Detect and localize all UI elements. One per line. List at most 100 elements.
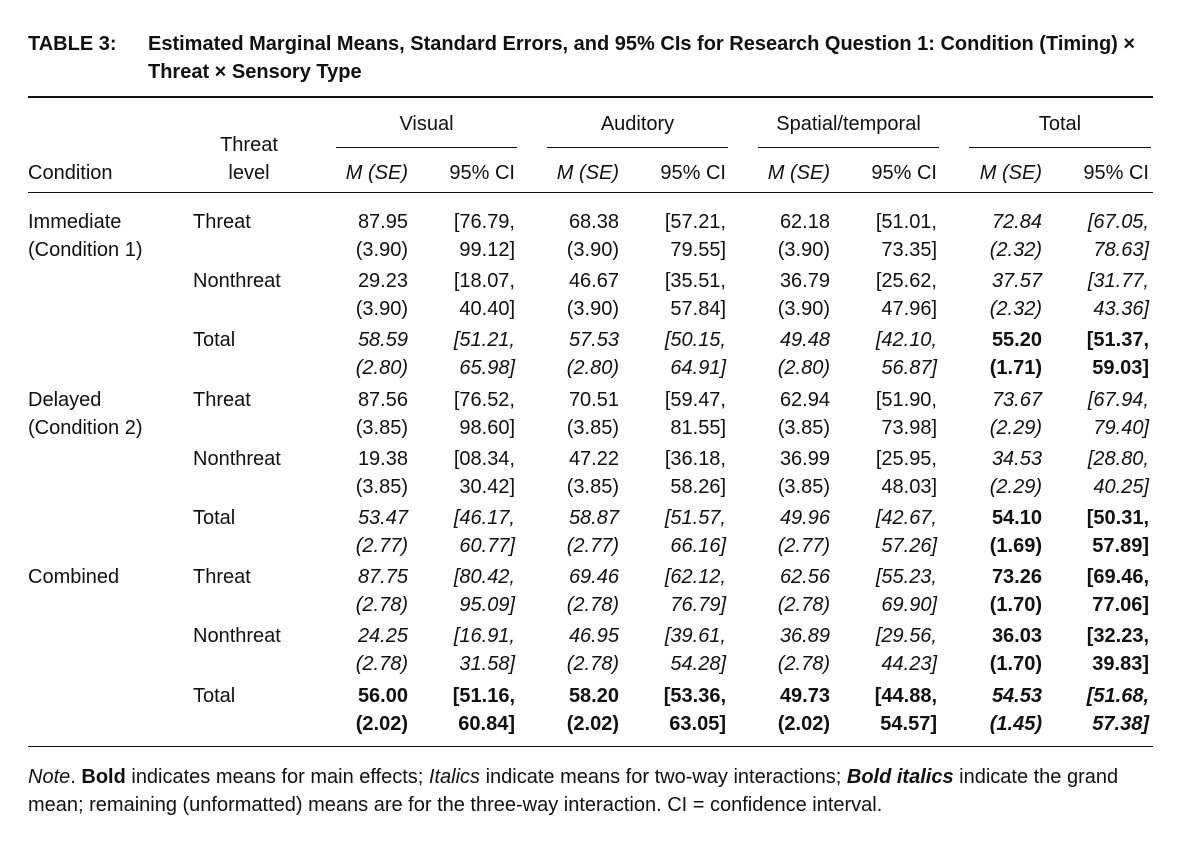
cell-ci-low: [50.31, (1086, 507, 1149, 529)
cell-mean: 54.53 (991, 685, 1042, 707)
cell-mean: 62.18 (779, 211, 830, 233)
cell-ci-high: 57.38] (1092, 713, 1149, 735)
group-underline-2 (758, 147, 939, 148)
cell-ci-high: 47.96] (881, 298, 937, 320)
cell-ci-high: 79.55] (670, 239, 726, 261)
cell-ci-high: 95.09] (459, 594, 515, 616)
table-title: Estimated Marginal Means, Standard Error… (148, 33, 1136, 83)
col-header-ci-3: 95% CI (1083, 162, 1149, 184)
cell-ci-low: [08.34, (453, 448, 515, 470)
cell-ci-high: 54.28] (670, 653, 726, 675)
col-header-ci-2: 95% CI (871, 162, 937, 184)
cell-ci-high: 73.35] (881, 239, 937, 261)
condition-label: (Condition 2) (28, 417, 143, 439)
cell-ci-low: [31.77, (1087, 270, 1149, 292)
cell-se: (3.85) (566, 476, 619, 498)
cell-mean: 58.87 (568, 507, 619, 529)
cell-ci-high: 78.63] (1093, 239, 1149, 261)
cell-mean: 72.84 (991, 211, 1042, 233)
cell-se: (1.45) (989, 713, 1042, 735)
note-label: Note (28, 766, 71, 788)
cell-ci-high: 76.79] (670, 594, 726, 616)
cell-ci-low: [51.90, (875, 389, 937, 411)
cell-mean: 36.99 (779, 448, 830, 470)
cell-mean: 19.38 (357, 448, 408, 470)
cell-mean: 54.10 (991, 507, 1042, 529)
cell-ci-high: 43.36] (1093, 298, 1149, 320)
cell-ci-high: 65.98] (459, 357, 515, 379)
cell-se: (2.02) (355, 713, 408, 735)
cell-se: (3.85) (777, 476, 830, 498)
cell-ci-high: 56.87] (881, 357, 937, 379)
cell-mean: 49.73 (779, 685, 830, 707)
threat-level-label: Threat (193, 211, 251, 233)
cell-se: (2.80) (355, 357, 408, 379)
cell-ci-low: [42.67, (875, 507, 937, 529)
cell-ci-low: [55.23, (875, 566, 937, 588)
cell-se: (3.85) (777, 417, 830, 439)
cell-mean: 36.03 (991, 625, 1042, 647)
cell-mean: 57.53 (568, 329, 619, 351)
cell-se: (2.32) (989, 298, 1042, 320)
cell-mean: 37.57 (991, 270, 1042, 292)
cell-ci-low: [39.61, (664, 625, 726, 647)
cell-se: (2.78) (777, 653, 830, 675)
cell-ci-high: 60.77] (459, 535, 515, 557)
col-header-threat-level-2: level (228, 162, 270, 184)
note-bolditalic-word: Bold italics (846, 766, 954, 788)
cell-se: (1.71) (989, 357, 1042, 379)
cell-ci-low: [28.80, (1087, 448, 1149, 470)
cell-mean: 73.67 (991, 389, 1042, 411)
cell-se: (3.90) (566, 298, 619, 320)
cell-se: (2.29) (989, 476, 1042, 498)
cell-mean: 69.46 (568, 566, 619, 588)
cell-ci-high: 31.58] (459, 653, 515, 675)
cell-ci-high: 40.40] (459, 298, 515, 320)
cell-ci-high: 39.83] (1092, 653, 1149, 675)
cell-mean: 36.79 (779, 270, 830, 292)
cell-se: (1.70) (989, 594, 1042, 616)
threat-level-label: Threat (193, 389, 251, 411)
cell-se: (2.77) (355, 535, 408, 557)
cell-ci-low: [80.42, (453, 566, 515, 588)
cell-mean: 46.95 (568, 625, 619, 647)
cell-mean: 68.38 (568, 211, 619, 233)
cell-ci-high: 63.05] (669, 713, 726, 735)
cell-se: (3.85) (355, 476, 408, 498)
cell-ci-high: 66.16] (670, 535, 726, 557)
threat-level-label: Nonthreat (193, 270, 281, 292)
cell-mean: 55.20 (991, 329, 1042, 351)
cell-ci-high: 58.26] (670, 476, 726, 498)
cell-ci-high: 40.25] (1093, 476, 1149, 498)
col-header-m-se-1: M (SE) (556, 162, 619, 184)
cell-ci-high: 60.84] (458, 713, 515, 735)
group-header-3: Total (1038, 113, 1082, 135)
header-rule (28, 192, 1153, 193)
group-underline-3 (969, 147, 1151, 148)
cell-ci-low: [57.21, (664, 211, 726, 233)
cell-ci-low: [69.46, (1086, 566, 1149, 588)
cell-se: (2.78) (355, 594, 408, 616)
cell-mean: 73.26 (991, 566, 1042, 588)
cell-se: (2.29) (989, 417, 1042, 439)
threat-level-label: Total (193, 685, 236, 707)
cell-ci-high: 98.60] (459, 417, 515, 439)
cell-ci-low: [51.57, (664, 507, 726, 529)
cell-ci-low: [42.10, (875, 329, 937, 351)
cell-mean: 70.51 (568, 389, 619, 411)
cell-mean: 47.22 (568, 448, 619, 470)
cell-se: (1.70) (989, 653, 1042, 675)
col-header-threat-level-1: Threat (220, 134, 278, 156)
threat-level-label: Total (193, 329, 236, 351)
threat-level-label: Total (193, 507, 236, 529)
cell-mean: 29.23 (357, 270, 408, 292)
cell-mean: 53.47 (357, 507, 408, 529)
cell-ci-high: 64.91] (670, 357, 726, 379)
cell-ci-low: [67.05, (1087, 211, 1149, 233)
cell-ci-low: [16.91, (453, 625, 515, 647)
cell-ci-low: [67.94, (1087, 389, 1149, 411)
cell-mean: 34.53 (991, 448, 1042, 470)
cell-se: (2.77) (777, 535, 830, 557)
cell-mean: 87.95 (357, 211, 408, 233)
